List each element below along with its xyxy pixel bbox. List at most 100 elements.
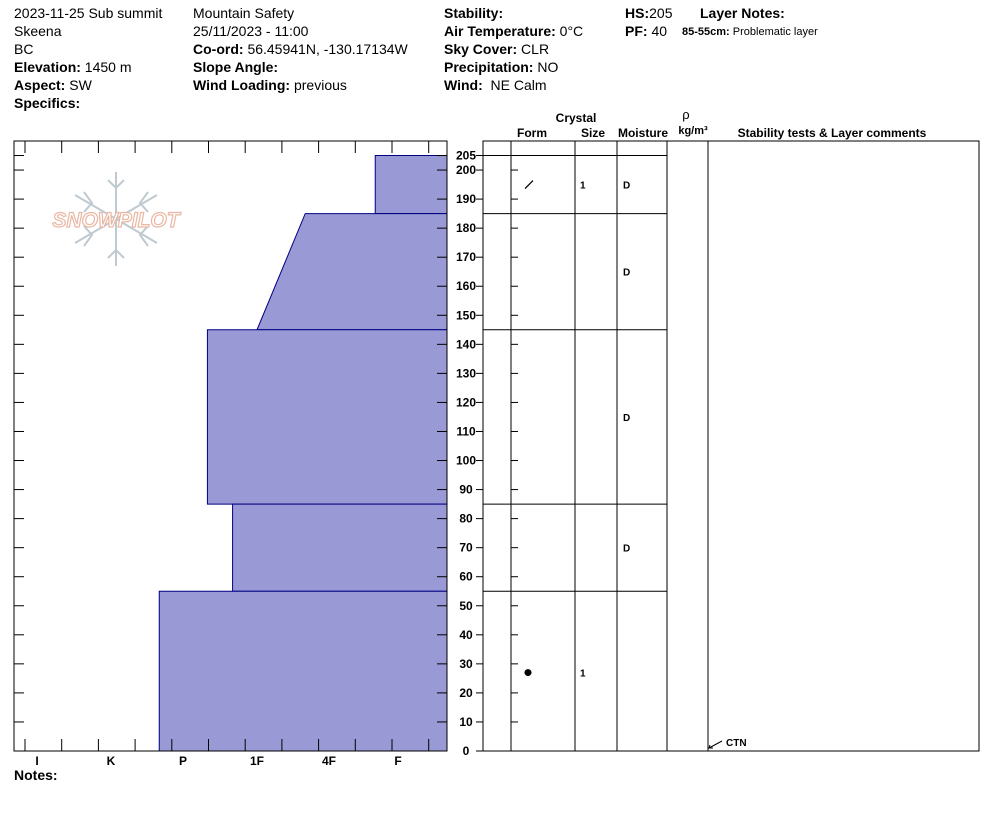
depth-label: 140 <box>456 337 476 351</box>
depth-label: 80 <box>459 512 473 526</box>
hs-label: HS: <box>625 5 650 21</box>
hardness-layer-3 <box>206 329 448 505</box>
elevation-value: 1450 m <box>84 59 132 75</box>
layer-notes: Layer Notes: <box>700 4 785 22</box>
moisture-header: Moisture <box>618 126 668 140</box>
depth-label: 0 <box>463 744 470 758</box>
depth-axis: 0 10 20 30 40 50 60 70 80 90 100 110 120 130 140 150 160… <box>14 149 518 758</box>
sky-value: CLR <box>521 41 550 57</box>
layer-table-cells: 1 D D D D 1 <box>524 180 630 680</box>
wind-label: Wind: <box>444 77 483 93</box>
form-header: Form <box>517 126 547 140</box>
depth-label: 20 <box>459 686 473 700</box>
layer-note-range: 85-55cm: <box>682 26 730 38</box>
specifics: Specifics: <box>14 94 80 112</box>
air-temp-label: Air Temperature: <box>444 23 556 39</box>
pf-label: PF: <box>625 23 648 39</box>
depth-label: 100 <box>456 454 476 468</box>
test-arrow-icon <box>708 744 713 749</box>
hardness-label-4f: 4F <box>322 754 336 768</box>
specifics-label: Specifics: <box>14 95 81 111</box>
hs-value: 205 <box>649 5 673 21</box>
precipitation-particles-icon <box>524 180 534 189</box>
snow-height: HS:205 <box>625 4 672 22</box>
sky-label: Sky Cover: <box>444 41 518 57</box>
layer-note-text: Problematic layer <box>732 26 818 38</box>
stability: Stability: <box>444 4 503 22</box>
aspect-value: SW <box>69 77 92 93</box>
pf-value: 40 <box>651 23 668 39</box>
hardness-plot-frame <box>13 140 448 752</box>
hardness-label-k: K <box>107 754 116 768</box>
snowpilot-logo: SNOWPILOT <box>52 172 182 266</box>
depth-label: 60 <box>459 570 473 584</box>
crystal-size: 1 <box>580 181 586 192</box>
observation-title: 2023-11-25 Sub summit <box>14 5 163 21</box>
density-symbol: ρ <box>682 107 689 122</box>
aspect: Aspect: SW <box>14 76 92 94</box>
moisture-value: D <box>623 181 630 192</box>
wind-loading-label: Wind Loading: <box>193 77 291 93</box>
depth-label: 120 <box>456 395 476 409</box>
air-temp-value: 0°C <box>559 23 584 39</box>
depth-label: 30 <box>459 657 473 671</box>
crystal-size: 1 <box>580 669 586 680</box>
table-frame <box>482 140 980 752</box>
depth-label: 10 <box>459 715 473 729</box>
notes-label: Notes: <box>14 767 58 783</box>
wind-value: NE Calm <box>490 77 547 93</box>
sky-cover: Sky Cover: CLR <box>444 40 549 58</box>
penetration-foot: PF: 40 <box>625 22 667 40</box>
moisture-value: D <box>623 268 630 279</box>
hardness-label-i: I <box>35 754 38 768</box>
depth-label: 160 <box>456 279 476 293</box>
coordinates: Co-ord: 56.45941N, -130.17134W <box>193 40 408 58</box>
hardness-label-1f: 1F <box>250 754 264 768</box>
hardness-axes: I K P 1F 4F F <box>13 140 448 768</box>
crystal-header: Crystal <box>556 111 597 125</box>
organization: Mountain Safety <box>193 5 295 21</box>
depth-label: 110 <box>456 424 476 438</box>
stability-test-marker: CTN <box>708 738 747 749</box>
depth-label: 150 <box>456 308 476 322</box>
stability-header: Stability tests & Layer comments <box>738 126 927 140</box>
depth-label: 40 <box>459 628 473 642</box>
coord-label: Co-ord: <box>193 41 244 57</box>
slope-angle-label: Slope Angle: <box>193 59 279 75</box>
elevation-label: Elevation: <box>14 59 81 75</box>
hardness-layer-5 <box>158 590 448 752</box>
coord-value: 56.45941N, -130.17134W <box>247 41 408 57</box>
region: BC <box>14 41 34 57</box>
depth-label: 170 <box>456 250 476 264</box>
rounded-grains-icon <box>524 669 532 677</box>
density-unit: kg/m³ <box>678 125 708 137</box>
moisture-value: D <box>623 413 630 424</box>
wind-loading-value: previous <box>293 77 347 93</box>
hardness-layer-1 <box>374 155 448 215</box>
layer-notes-label: Layer Notes: <box>700 5 785 21</box>
slope-angle: Slope Angle: <box>193 58 278 76</box>
depth-label: 200 <box>456 163 476 177</box>
hardness-layer-2 <box>256 213 448 331</box>
notes: Notes: <box>14 766 58 784</box>
layer-note: 85-55cm: Problematic layer <box>682 23 818 41</box>
stability-test-result: CTN <box>726 738 747 749</box>
moisture-value: D <box>623 544 630 555</box>
layer-table <box>482 140 980 752</box>
observation-datetime: 25/11/2023 - 11:00 <box>193 23 309 39</box>
depth-label: 90 <box>459 483 473 497</box>
hardness-profile <box>158 155 448 752</box>
size-header: Size <box>581 126 605 140</box>
hardness-label-f: F <box>394 754 401 768</box>
depth-label: 50 <box>459 599 473 613</box>
watermark-text: SNOWPILOT <box>52 209 181 232</box>
depth-label: 205 <box>456 149 476 163</box>
depth-label: 70 <box>459 541 473 555</box>
precip-label: Precipitation: <box>444 59 534 75</box>
aspect-label: Aspect: <box>14 77 66 93</box>
snowflake-icon <box>74 172 158 266</box>
precip-value: NO <box>537 59 559 75</box>
air-temperature: Air Temperature: 0°C <box>444 22 583 40</box>
wind-loading: Wind Loading: previous <box>193 76 347 94</box>
depth-label: 190 <box>456 192 476 206</box>
